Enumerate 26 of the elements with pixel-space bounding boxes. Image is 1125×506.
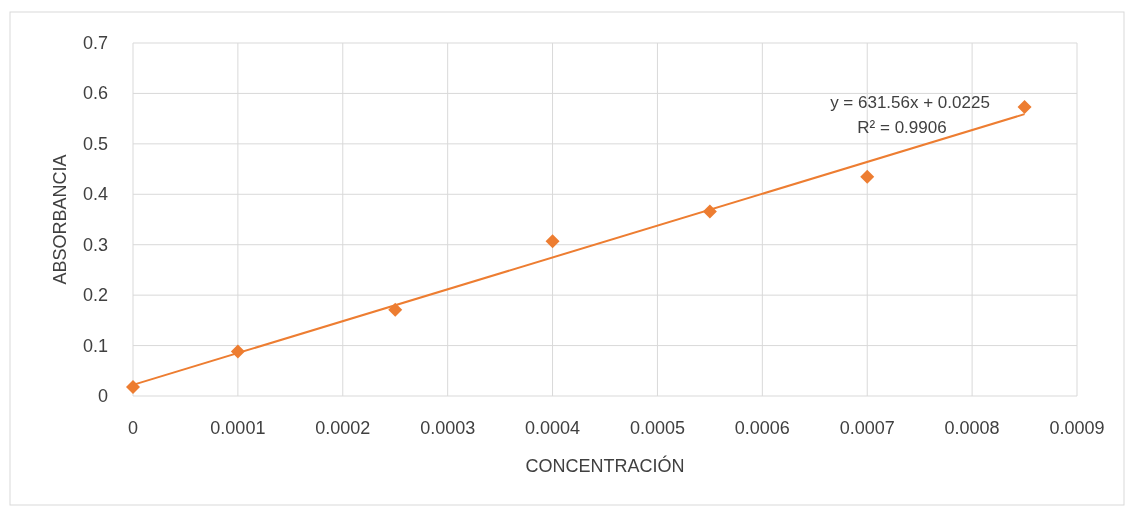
- x-tick-label: 0: [127, 418, 139, 438]
- x-tick-label: 0.0002: [315, 418, 371, 438]
- point: [545, 234, 560, 249]
- y-tick-label: 0.3: [82, 234, 108, 255]
- annotation: R² = 0.9906: [857, 118, 947, 137]
- annotation: y = 631.56x + 0.0225: [830, 93, 990, 112]
- x-tick-label: 0.0008: [944, 418, 1000, 438]
- y-tick-label: 0: [97, 386, 108, 406]
- y-tick-label: 0.7: [82, 33, 108, 53]
- x-axis-title: CONCENTRACIÓN: [525, 455, 685, 476]
- x-tick-label: 0.0009: [1049, 418, 1105, 438]
- y-tick-label: 0.1: [82, 335, 108, 356]
- y-tick-label: 0.4: [82, 184, 108, 205]
- point: [1017, 100, 1032, 115]
- x-tick-label: 0.0006: [734, 418, 790, 438]
- y-axis-title: ABSORBANCIA: [50, 154, 70, 285]
- x-tick-label: 0.0007: [839, 418, 895, 438]
- x-tick-label: 0.0005: [629, 418, 685, 438]
- x-tick-label: 0.0004: [525, 418, 581, 438]
- point: [126, 379, 140, 394]
- y-tick-label: 0.5: [82, 133, 108, 154]
- y-tick-label: 0.6: [82, 83, 108, 104]
- point: [860, 169, 875, 184]
- x-tick-label: 0.0003: [420, 418, 476, 438]
- y-tick-label: 0.2: [82, 285, 108, 306]
- x-tick-label: 0.0001: [210, 418, 266, 438]
